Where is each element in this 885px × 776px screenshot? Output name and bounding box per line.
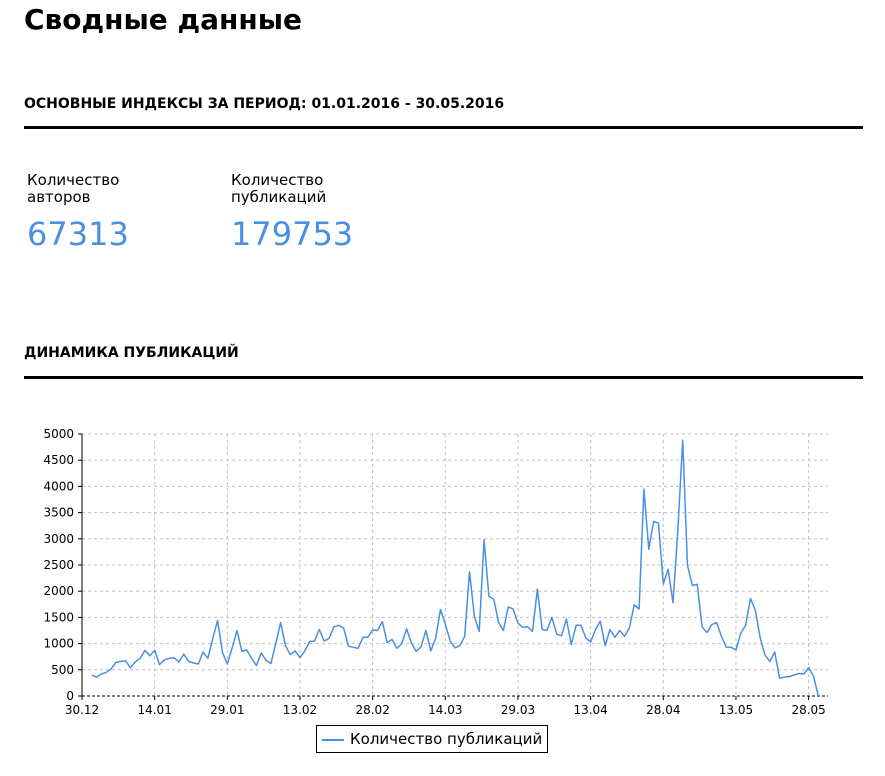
y-tick-label: 500 <box>51 663 74 677</box>
x-tick-label: 29.01 <box>210 703 244 717</box>
y-tick-label: 3500 <box>43 506 74 520</box>
stat-publications: Количество публикаций 179753 <box>231 172 411 254</box>
summary-heading: ОСНОВНЫЕ ИНДЕКСЫ ЗА ПЕРИОД: 01.01.2016 -… <box>24 96 505 112</box>
stat-publications-value: 179753 <box>231 215 354 253</box>
x-tick-label: 14.03 <box>428 703 462 717</box>
stat-publications-label: Количество публикаций <box>231 171 327 206</box>
y-tick-label: 1500 <box>43 610 74 624</box>
stat-authors: Количество авторов 67313 <box>27 172 207 254</box>
x-tick-label: 28.02 <box>355 703 389 717</box>
summary-divider <box>24 126 863 129</box>
chart-legend: Количество публикаций <box>316 725 548 753</box>
y-tick-label: 4000 <box>43 479 74 493</box>
stat-authors-label: Количество авторов <box>27 171 120 206</box>
x-tick-label: 30.12 <box>65 703 99 717</box>
x-tick-label: 14.01 <box>137 703 171 717</box>
y-tick-label: 2500 <box>43 558 74 572</box>
y-tick-label: 1000 <box>43 637 74 651</box>
page-title: Сводные данные <box>24 3 303 36</box>
x-tick-label: 28.04 <box>646 703 680 717</box>
dynamics-divider <box>24 376 863 379</box>
y-tick-label: 5000 <box>43 427 74 441</box>
legend-line-swatch <box>322 739 344 741</box>
legend-label: Количество публикаций <box>350 730 543 748</box>
y-tick-label: 2000 <box>43 584 74 598</box>
series-line-publications <box>91 439 820 697</box>
x-tick-label: 28.05 <box>791 703 825 717</box>
y-tick-label: 4500 <box>43 453 74 467</box>
y-tick-label: 3000 <box>43 532 74 546</box>
x-tick-label: 13.04 <box>573 703 607 717</box>
y-tick-label: 0 <box>66 689 74 703</box>
x-tick-label: 13.02 <box>283 703 317 717</box>
publications-line-chart: 0 500 1000 1500 2000 2500 3000 3500 4000 4500 5000… <box>43 427 828 717</box>
x-tick-label: 13.05 <box>719 703 753 717</box>
stat-authors-value: 67313 <box>27 215 129 253</box>
dynamics-heading: ДИНАМИКА ПУБЛИКАЦИЙ <box>24 345 239 361</box>
x-tick-label: 29.03 <box>501 703 535 717</box>
